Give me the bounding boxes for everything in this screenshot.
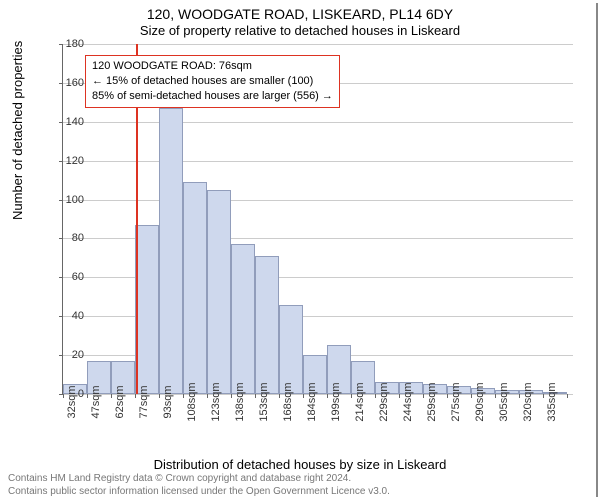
gridline [63, 161, 573, 162]
y-tick-label: 60 [44, 271, 84, 283]
right-border-decoration [596, 3, 598, 497]
x-tick-label: 259sqm [426, 382, 438, 421]
x-tick-label: 290sqm [474, 382, 486, 421]
x-tick [519, 394, 520, 398]
x-tick [375, 394, 376, 398]
chart-title: 120, WOODGATE ROAD, LISKEARD, PL14 6DY [0, 0, 600, 23]
x-tick [111, 394, 112, 398]
x-tick-label: 47sqm [90, 385, 102, 418]
annotation-box: 120 WOODGATE ROAD: 76sqm ← 15% of detach… [85, 55, 340, 108]
x-tick [327, 394, 328, 398]
x-tick-label: 93sqm [162, 385, 174, 418]
x-tick-label: 138sqm [234, 382, 246, 421]
footer-credits: Contains HM Land Registry data © Crown c… [8, 473, 390, 498]
x-tick-label: 244sqm [402, 382, 414, 421]
gridline [63, 122, 573, 123]
footer-line: Contains public sector information licen… [8, 486, 390, 499]
x-tick [303, 394, 304, 398]
annotation-line: ← 15% of detached houses are smaller (10… [92, 74, 333, 89]
plot-area: 120 WOODGATE ROAD: 76sqm ← 15% of detach… [62, 44, 573, 395]
histogram-bar [159, 108, 183, 394]
x-tick [207, 394, 208, 398]
gridline [63, 200, 573, 201]
histogram-bar [135, 225, 159, 394]
y-tick-label: 20 [44, 349, 84, 361]
annotation-line: 85% of semi-detached houses are larger (… [92, 89, 333, 104]
x-tick-label: 214sqm [354, 382, 366, 421]
y-tick-label: 140 [44, 116, 84, 128]
y-tick-label: 120 [44, 155, 84, 167]
x-tick-label: 320sqm [522, 382, 534, 421]
x-tick [471, 394, 472, 398]
y-tick-label: 40 [44, 310, 84, 322]
x-tick [231, 394, 232, 398]
x-tick-label: 168sqm [282, 382, 294, 421]
x-tick-label: 184sqm [306, 382, 318, 421]
x-tick [447, 394, 448, 398]
histogram-bar [279, 305, 303, 394]
gridline [63, 44, 573, 45]
x-tick-label: 123sqm [210, 382, 222, 421]
histogram-bar [255, 256, 279, 394]
annotation-line: 120 WOODGATE ROAD: 76sqm [92, 59, 333, 74]
x-tick [183, 394, 184, 398]
y-tick-label: 0 [44, 388, 84, 400]
x-tick [351, 394, 352, 398]
y-tick-label: 180 [44, 38, 84, 50]
x-tick-label: 32sqm [66, 385, 78, 418]
x-tick-label: 275sqm [450, 382, 462, 421]
histogram-bar [231, 244, 255, 394]
y-tick-label: 80 [44, 232, 84, 244]
x-axis-label: Distribution of detached houses by size … [0, 457, 600, 472]
footer-line: Contains HM Land Registry data © Crown c… [8, 473, 390, 486]
x-tick-label: 77sqm [138, 385, 150, 418]
x-tick [87, 394, 88, 398]
histogram-bar [183, 182, 207, 394]
x-tick-label: 62sqm [114, 385, 126, 418]
x-tick-label: 335sqm [546, 382, 558, 421]
x-tick [279, 394, 280, 398]
x-tick-label: 229sqm [378, 382, 390, 421]
x-tick [495, 394, 496, 398]
y-tick-label: 160 [44, 77, 84, 89]
x-tick [567, 394, 568, 398]
x-tick [159, 394, 160, 398]
x-tick [255, 394, 256, 398]
histogram-bar [207, 190, 231, 394]
chart-subtitle: Size of property relative to detached ho… [0, 23, 600, 41]
x-tick [135, 394, 136, 398]
x-tick-label: 153sqm [258, 382, 270, 421]
x-tick-label: 199sqm [330, 382, 342, 421]
chart-container: 120, WOODGATE ROAD, LISKEARD, PL14 6DY S… [0, 0, 600, 500]
x-tick-label: 108sqm [186, 382, 198, 421]
x-tick [423, 394, 424, 398]
y-tick-label: 100 [44, 194, 84, 206]
y-axis-label: Number of detached properties [10, 41, 25, 220]
x-tick [399, 394, 400, 398]
x-tick-label: 305sqm [498, 382, 510, 421]
x-tick [543, 394, 544, 398]
